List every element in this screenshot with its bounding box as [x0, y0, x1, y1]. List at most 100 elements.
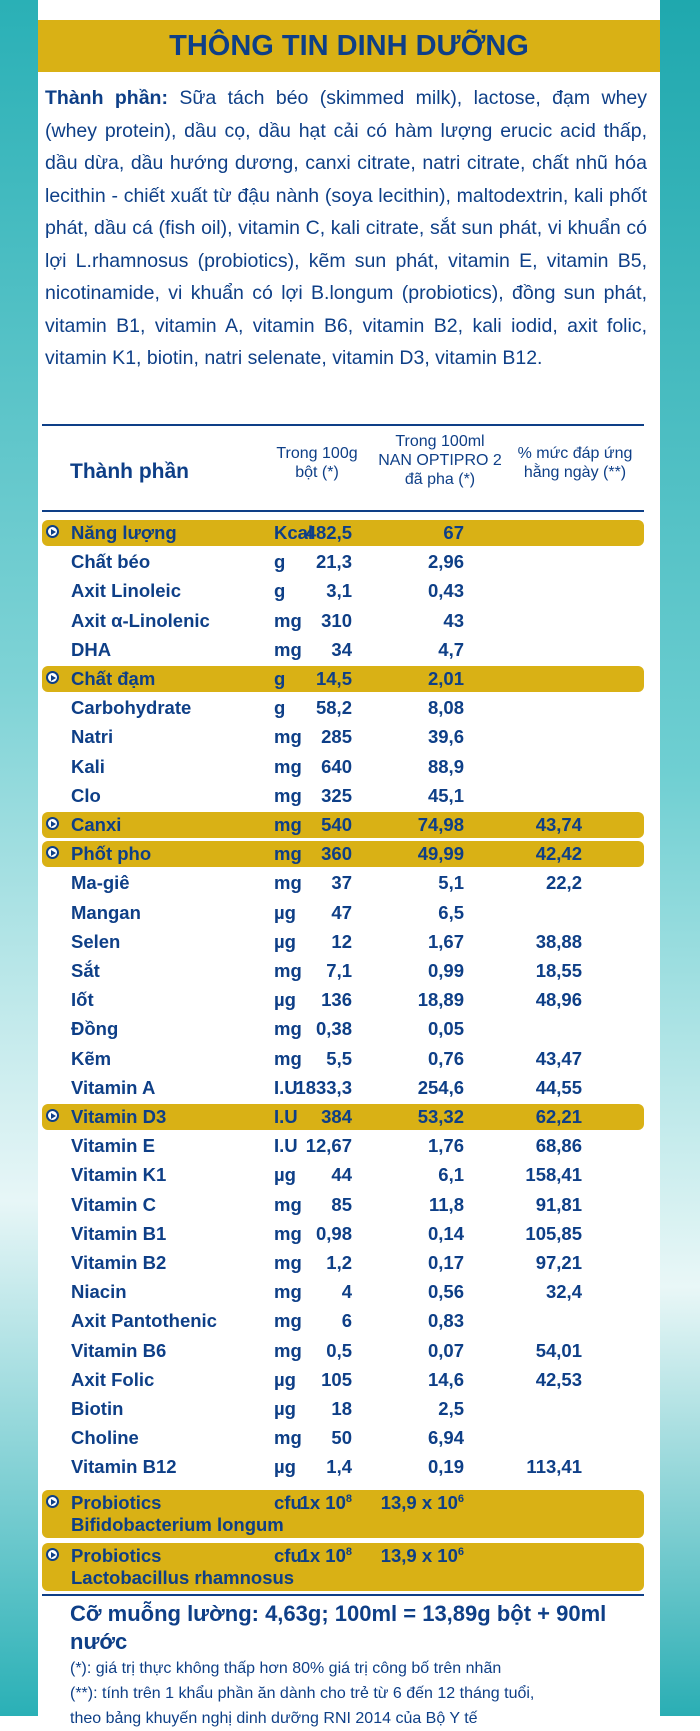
table-row: Vitamin C mg 85 11,8 91,81 — [42, 1192, 644, 1218]
row-name: Mangan — [71, 901, 141, 923]
row-daily-percent: 48,96 — [535, 989, 582, 1011]
table-row: Carbohydrate g 58,2 8,08 — [42, 695, 644, 721]
row-daily-percent: 91,81 — [535, 1193, 582, 1215]
header-pct-line1: % mức đáp ứng — [517, 445, 633, 462]
row-name: Vitamin D3 — [71, 1106, 167, 1127]
probiotic-value-100ml: 13,9 x 106 — [380, 1492, 464, 1513]
row-value-100g: 540 — [321, 814, 352, 835]
row-name: Canxi — [71, 814, 122, 835]
row-value-100ml: 0,56 — [427, 1281, 464, 1303]
row-value-100ml: 0,17 — [427, 1252, 464, 1273]
row-unit: µg — [274, 989, 296, 1011]
row-unit: mg — [274, 1222, 302, 1244]
row-value-100g: 50 — [331, 1427, 352, 1449]
row-unit: mg — [274, 784, 302, 806]
row-name: Sắt — [71, 960, 100, 981]
row-unit: g — [274, 697, 286, 719]
row-value-100g: 37 — [331, 872, 352, 894]
bullet-icon — [46, 525, 59, 538]
probiotic-unit: cfu — [274, 1545, 302, 1566]
row-value-100g: 85 — [331, 1193, 352, 1215]
row-value-100g: 58,2 — [315, 697, 352, 719]
row-unit: g — [274, 668, 286, 689]
bullet-icon — [46, 1548, 59, 1561]
table-row: Phốt pho mg 360 49,99 42,42 — [42, 841, 644, 868]
row-unit: mg — [274, 726, 302, 748]
row-name: Niacin — [71, 1281, 127, 1303]
row-unit: µg — [274, 1456, 296, 1478]
row-name: Carbohydrate — [71, 697, 192, 719]
table-row: DHA mg 34 4,7 — [42, 637, 644, 663]
table-row: Vitamin B2 mg 1,2 0,17 97,21 — [42, 1250, 644, 1276]
row-value-100g: 4 — [341, 1281, 352, 1303]
row-name: Vitamin A — [71, 1076, 156, 1098]
row-value-100ml: 0,14 — [427, 1222, 464, 1244]
row-daily-percent: 62,21 — [535, 1106, 582, 1127]
table-row: Vitamin B6 mg 0,5 0,07 54,01 — [42, 1338, 644, 1364]
row-unit: mg — [274, 1339, 302, 1361]
row-value-100ml: 0,99 — [427, 960, 464, 981]
table-row: Vitamin D3 I.U 384 53,32 62,21 — [42, 1104, 644, 1130]
left-teal-background — [0, 0, 38, 1716]
row-daily-percent: 32,4 — [545, 1281, 582, 1303]
row-name: DHA — [71, 638, 112, 660]
row-value-100ml: 45,1 — [427, 784, 464, 806]
serving-size: Cỡ muỗng lường: 4,63g; 100ml = 13,89g bộ… — [70, 1601, 607, 1654]
probiotic-name-line2: Bifidobacterium longum — [71, 1514, 284, 1535]
row-value-100g: 285 — [321, 726, 352, 748]
row-daily-percent: 97,21 — [535, 1252, 582, 1273]
row-value-100ml: 14,6 — [427, 1368, 464, 1390]
row-unit: µg — [274, 1368, 296, 1390]
row-value-100ml: 2,01 — [427, 668, 464, 689]
table-row: Axit α-Linolenic mg 310 43 — [42, 608, 644, 634]
footnote-1: (*): giá trị thực không thấp hơn 80% giá… — [70, 1660, 502, 1677]
row-name: Iốt — [71, 989, 94, 1011]
footnote-3: theo bảng khuyến nghị dinh dưỡng RNI 201… — [70, 1710, 478, 1727]
row-value-100g: 44 — [331, 1164, 352, 1186]
row-name: Năng lượng — [71, 522, 177, 543]
row-value-100ml: 1,76 — [427, 1135, 464, 1157]
row-daily-percent: 18,55 — [535, 960, 582, 981]
bullet-icon — [46, 1109, 59, 1122]
row-value-100g: 7,1 — [326, 960, 352, 981]
row-unit: µg — [274, 930, 296, 952]
row-value-100g: 1,2 — [326, 1252, 352, 1273]
row-name: Selen — [71, 930, 121, 952]
table-row: Natri mg 285 39,6 — [42, 724, 644, 750]
page-title: THÔNG TIN DINH DƯỠNG — [38, 20, 660, 72]
row-value-100ml: 4,7 — [438, 638, 464, 660]
table-row: Vitamin E I.U 12,67 1,76 68,86 — [42, 1133, 644, 1159]
row-unit: g — [274, 580, 286, 602]
table-row: Canxi mg 540 74,98 43,74 — [42, 812, 644, 838]
row-value-100ml: 11,8 — [429, 1193, 464, 1215]
row-name: Phốt pho — [71, 843, 152, 865]
divider-bottom — [42, 1594, 644, 1596]
row-daily-percent: 42,42 — [535, 843, 582, 865]
row-unit: mg — [274, 638, 302, 660]
row-unit: mg — [274, 960, 302, 981]
row-name: Axit Pantothenic — [71, 1310, 217, 1332]
row-daily-percent: 22,2 — [545, 872, 582, 894]
row-unit: mg — [274, 872, 302, 894]
row-value-100ml: 43 — [443, 609, 464, 631]
ingredients-paragraph: Thành phần: Sữa tách béo (skimmed milk),… — [45, 82, 647, 375]
row-value-100g: 0,38 — [315, 1018, 352, 1040]
row-unit: mg — [274, 1047, 302, 1069]
row-value-100g: 136 — [321, 989, 352, 1011]
header-100ml-line2: NAN OPTIPRO 2 — [378, 452, 502, 469]
table-row: Vitamin B1 mg 0,98 0,14 105,85 — [42, 1221, 644, 1247]
table-row: Vitamin A I.U 1833,3 254,6 44,55 — [42, 1075, 644, 1101]
probiotic-value-100ml: 13,9 x 106 — [380, 1545, 464, 1566]
header-100g-line1: Trong 100g — [276, 445, 358, 462]
row-unit: I.U — [274, 1135, 298, 1157]
row-name: Clo — [71, 784, 101, 806]
table-row: Iốt µg 136 18,89 48,96 — [42, 987, 644, 1013]
row-value-100ml: 254,6 — [417, 1076, 464, 1098]
row-name: Vitamin B12 — [71, 1456, 177, 1478]
row-unit: µg — [274, 1164, 296, 1186]
bullet-icon — [46, 817, 59, 830]
table-row: Chất béo g 21,3 2,96 — [42, 549, 644, 575]
row-value-100g: 1,4 — [326, 1456, 352, 1478]
row-unit: mg — [274, 755, 302, 777]
row-value-100ml: 8,08 — [427, 697, 464, 719]
